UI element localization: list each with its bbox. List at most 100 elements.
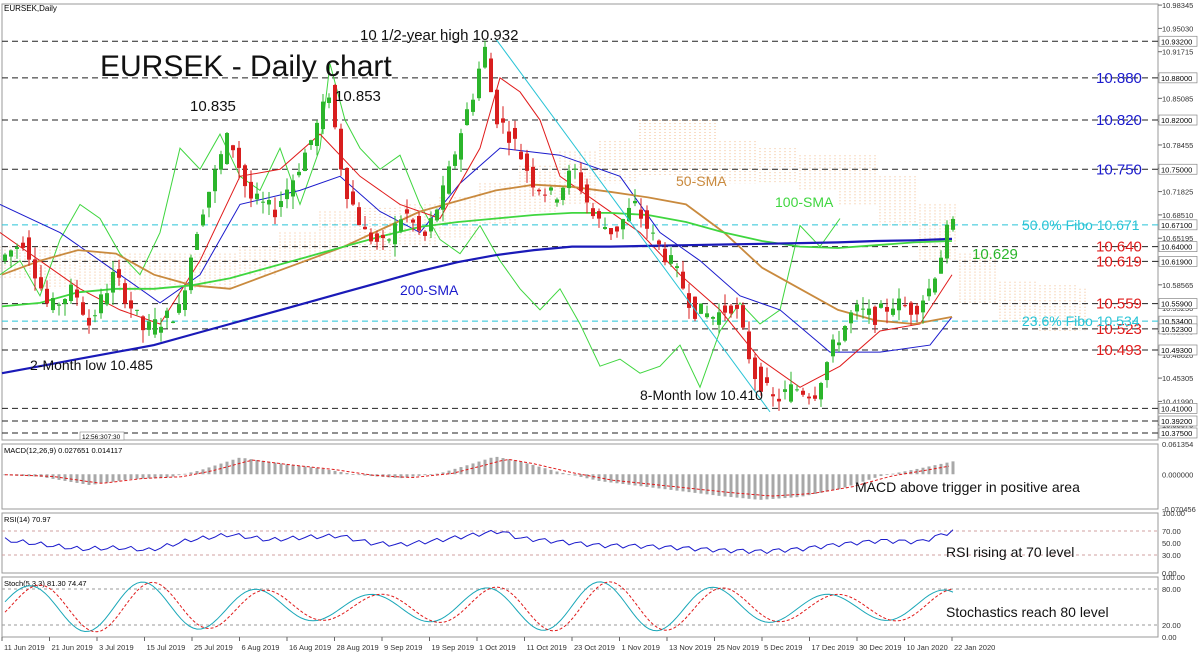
candle [81, 296, 85, 316]
candle-body [81, 302, 85, 315]
candle [555, 197, 559, 207]
candle [291, 174, 295, 210]
candle-body [279, 201, 283, 208]
candle [267, 191, 271, 215]
candle [249, 170, 253, 208]
candle [813, 386, 817, 402]
candle-body [501, 118, 505, 123]
candle-body [459, 133, 463, 160]
candle [621, 218, 625, 240]
macd-histogram-bar [87, 474, 91, 485]
candle-body [555, 199, 559, 203]
rsi-tick-label: 50.00 [1162, 539, 1181, 548]
sma-series [1, 183, 953, 375]
x-tick-label: 22 Jan 2020 [954, 643, 995, 652]
candle-body [771, 394, 775, 397]
macd-histogram-bar [669, 474, 673, 490]
x-tick-label: 17 Dec 2019 [812, 643, 855, 652]
macd-histogram-bar [315, 467, 319, 475]
candle-body [57, 304, 61, 306]
macd-histogram-bar [177, 474, 181, 476]
candle-body [855, 304, 859, 312]
macd-histogram-bar [99, 474, 103, 484]
candle [663, 242, 667, 266]
candle-body [915, 305, 919, 315]
macd-histogram-bar [687, 474, 691, 493]
macd-histogram-bar [141, 474, 145, 479]
macd-histogram-bar [873, 474, 877, 478]
candle [375, 230, 379, 250]
candle-body [93, 315, 97, 317]
candle [849, 309, 853, 334]
candle-body [225, 133, 229, 165]
candle [681, 261, 685, 290]
candle [351, 180, 355, 206]
candle-body [27, 237, 31, 260]
candle [777, 388, 781, 411]
x-tick-label: 21 Jun 2019 [52, 643, 93, 652]
candle-body [333, 84, 337, 128]
x-tick-label: 23 Oct 2019 [574, 643, 615, 652]
candle-body [921, 300, 925, 313]
candle-body [321, 101, 325, 130]
candle [189, 254, 193, 294]
stoch-tick-label: 100.00 [1162, 573, 1185, 582]
candle [627, 198, 631, 223]
candle-body [87, 317, 91, 326]
candle [3, 253, 7, 264]
candle [939, 250, 943, 274]
macd-histogram-bar [459, 467, 463, 475]
macd-histogram-bar [261, 460, 265, 475]
candle [405, 199, 409, 223]
candle-body [261, 201, 265, 203]
candle [831, 334, 835, 363]
candle-body [153, 319, 157, 335]
macd-histogram-bar [453, 468, 457, 475]
candle-body [903, 305, 907, 307]
candle [501, 106, 505, 134]
candle-body [447, 166, 451, 194]
macd-histogram-bar [789, 474, 793, 498]
macd-histogram-bar [333, 470, 337, 475]
macd-tick-label: 0.000000 [1162, 470, 1193, 479]
stoch-tick-label: 80.00 [1162, 585, 1181, 594]
candle-body [657, 240, 661, 245]
candle [645, 205, 649, 239]
candle [393, 215, 397, 257]
candle-body [603, 227, 607, 229]
price-tag-label: 10.49300 [1161, 346, 1192, 355]
macd-histogram-bar [741, 474, 745, 499]
macd-label: MACD(12,26,9) 0.027651 0.014117 [4, 446, 122, 455]
macd-histogram-bar [555, 471, 559, 475]
candle-body [453, 154, 457, 166]
candle-body [813, 395, 817, 399]
candle [369, 228, 373, 245]
macd-histogram-bar [339, 471, 343, 475]
candle [549, 186, 553, 196]
price-tag-label: 10.41000 [1161, 404, 1192, 413]
candle-body [285, 189, 289, 200]
x-tick-label: 11 Oct 2019 [527, 643, 567, 652]
rsi-label: RSI(14) 70.97 [4, 515, 51, 524]
y-tick-label: 10.98345 [1162, 1, 1193, 10]
candle [453, 151, 457, 170]
candle [765, 367, 769, 386]
macd-histogram-bar [855, 474, 859, 484]
macd-histogram-bar [927, 466, 931, 475]
macd-histogram-bar [501, 458, 505, 475]
candle-body [843, 326, 847, 341]
x-tick-label: 13 Nov 2019 [669, 643, 712, 652]
candle [477, 61, 481, 101]
macd-histogram-bar [363, 474, 367, 476]
candle [693, 296, 697, 322]
candle [111, 261, 115, 305]
x-tick-label: 15 Jul 2019 [147, 643, 186, 652]
macd-tick-label: 0.061354 [1162, 440, 1193, 449]
candle [891, 298, 895, 317]
candle-body [693, 296, 697, 319]
candle [15, 243, 19, 259]
macd-histogram-bar [825, 474, 829, 492]
macd-histogram-bar [507, 459, 511, 475]
candle-body [879, 303, 883, 308]
candle [699, 303, 703, 315]
